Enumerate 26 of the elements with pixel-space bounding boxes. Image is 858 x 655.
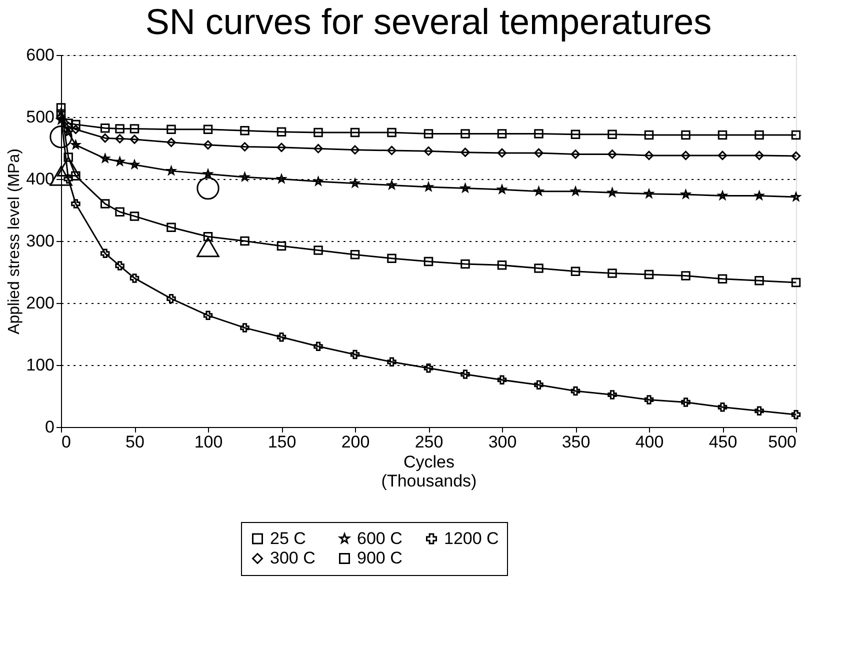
y-tick-label: 600 [26, 46, 54, 64]
x-tick-label: 0 [62, 432, 71, 452]
x-tick-label: 100 [194, 432, 223, 452]
legend-label: 900 C [357, 548, 402, 568]
y-tick-label: 100 [26, 356, 54, 374]
x-axis-title: Cycles (Thousands) [381, 452, 477, 490]
x-tick-label: 50 [126, 432, 144, 452]
legend-label: 300 C [270, 548, 316, 568]
x-tick-label: 300 [488, 432, 517, 452]
chart-title: SN curves for several temperatures [145, 1, 712, 42]
x-tick-label: 200 [341, 432, 370, 452]
x-tick-label: 150 [268, 432, 296, 452]
x-tick-label: 250 [414, 432, 444, 452]
y-tick-label: 0 [45, 418, 54, 436]
x-tick-label: 400 [635, 432, 664, 452]
y-tick-label: 200 [26, 294, 54, 312]
x-tick-label: 500 [768, 432, 796, 452]
y-axis-title: Applied stress level (MPa) [6, 148, 24, 334]
legend-label: 1200 C [444, 528, 499, 548]
y-tick-label: 400 [26, 170, 54, 188]
x-tick-label: 350 [562, 432, 590, 452]
y-tick-label: 300 [26, 232, 54, 250]
y-tick-label: 500 [26, 108, 54, 126]
legend-label: 600 C [357, 528, 402, 548]
x-tick-label: 450 [708, 432, 738, 452]
legend-label: 25 C [270, 528, 306, 548]
